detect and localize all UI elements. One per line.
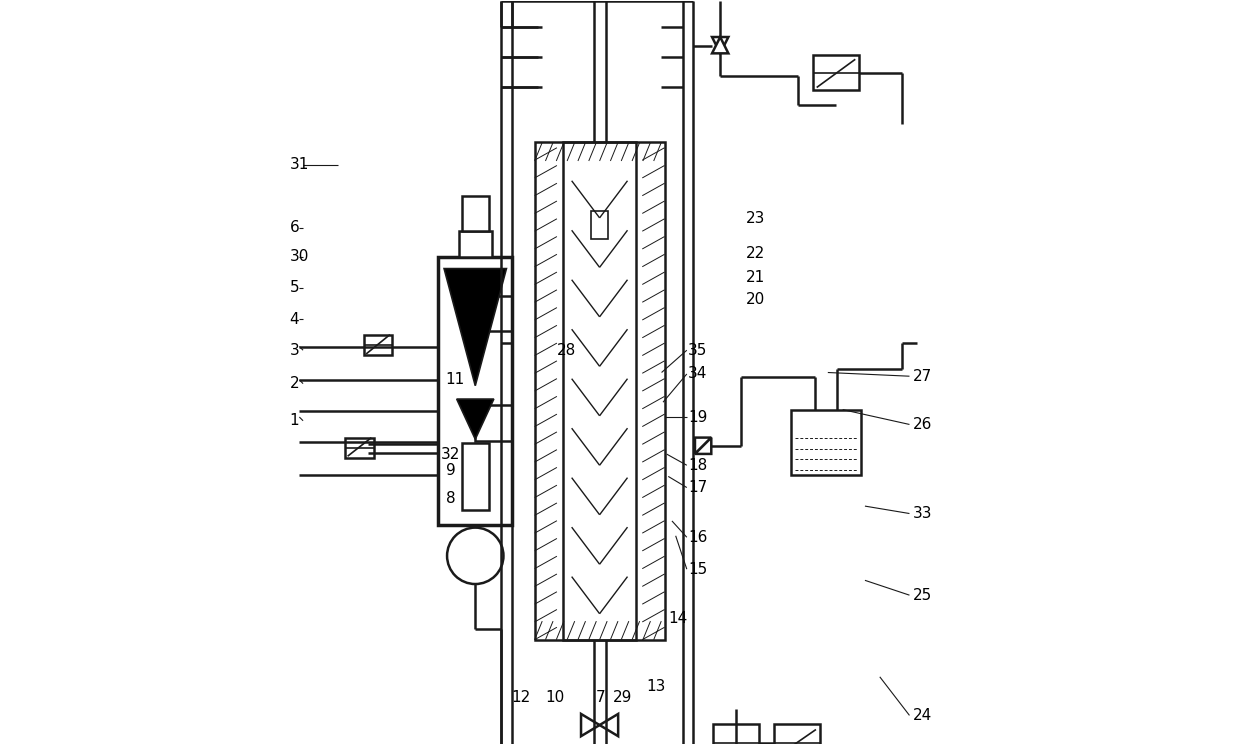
Text: 9: 9 (445, 463, 455, 478)
Bar (475, 405, 512, 441)
Bar (363, 335, 392, 355)
Bar (459, 232, 491, 258)
Text: 6: 6 (290, 221, 300, 235)
Bar (463, 196, 489, 232)
Text: 18: 18 (688, 457, 708, 473)
Text: 13: 13 (646, 679, 666, 694)
Polygon shape (694, 437, 712, 454)
Text: 17: 17 (688, 480, 708, 495)
Polygon shape (600, 714, 619, 736)
Polygon shape (694, 437, 712, 454)
Text: 12: 12 (511, 690, 531, 705)
Text: 30: 30 (290, 250, 309, 264)
Text: 35: 35 (688, 343, 708, 358)
Text: 10: 10 (546, 690, 565, 705)
Text: 34: 34 (688, 367, 708, 381)
Bar (346, 437, 373, 458)
Text: 33: 33 (913, 506, 932, 521)
Text: 32: 32 (440, 447, 460, 462)
Polygon shape (582, 714, 600, 736)
Text: 20: 20 (746, 292, 765, 307)
Text: 1: 1 (290, 413, 299, 428)
Bar (713, 723, 759, 745)
Text: 22: 22 (746, 247, 765, 261)
Text: 16: 16 (688, 530, 708, 545)
Text: 24: 24 (913, 708, 932, 723)
Text: 11: 11 (445, 372, 465, 387)
Bar (463, 443, 489, 510)
Polygon shape (712, 37, 728, 54)
Bar (438, 258, 512, 524)
Bar (534, 142, 665, 640)
Text: 26: 26 (913, 417, 932, 432)
Bar (475, 296, 512, 332)
Text: 7: 7 (596, 690, 606, 705)
Polygon shape (444, 269, 506, 386)
Text: 5: 5 (290, 280, 299, 295)
Bar (563, 142, 636, 640)
Text: 3: 3 (290, 343, 300, 358)
Text: 23: 23 (746, 211, 765, 226)
Text: 28: 28 (557, 343, 577, 358)
Text: 19: 19 (688, 410, 708, 425)
Text: 2: 2 (290, 376, 299, 391)
Text: 27: 27 (913, 369, 932, 384)
Bar (791, 410, 862, 475)
Text: 15: 15 (688, 562, 708, 577)
Bar (590, 211, 609, 239)
Text: 21: 21 (746, 270, 765, 285)
Polygon shape (712, 37, 728, 54)
Text: 31: 31 (290, 157, 309, 172)
Text: 8: 8 (445, 491, 455, 506)
Polygon shape (456, 399, 494, 439)
Text: 14: 14 (668, 612, 687, 627)
Bar (813, 55, 859, 90)
Text: 29: 29 (613, 690, 632, 705)
Text: 25: 25 (913, 588, 932, 603)
Bar (774, 723, 820, 745)
Text: 4: 4 (290, 311, 299, 326)
